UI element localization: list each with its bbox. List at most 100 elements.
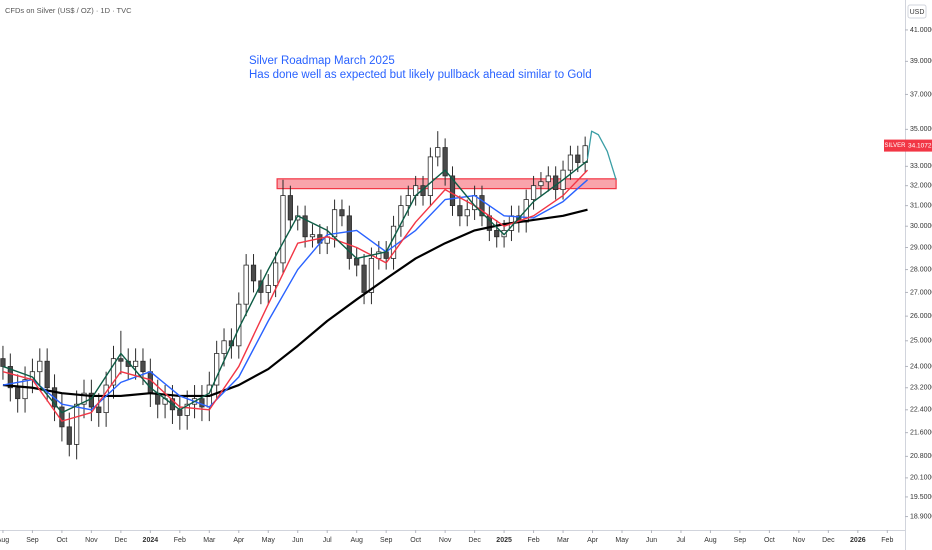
candle-body	[221, 340, 227, 354]
y-tick-label: 22.4000	[910, 407, 932, 414]
x-tick-label: Jun	[646, 537, 657, 544]
y-tick-label: 18.9000	[910, 513, 932, 520]
candle-body	[368, 258, 375, 293]
x-tick-label: Apr	[587, 537, 599, 544]
x-tick-label: Dec	[822, 537, 835, 544]
x-tick-label: May	[615, 537, 629, 544]
candle-body	[538, 181, 544, 187]
x-tick-label: Dec	[115, 537, 128, 544]
x-tick-label: Nov	[439, 537, 452, 544]
x-tick-label: Jun	[292, 537, 303, 544]
chart-title: CFDs on Silver (US$ / OZ) · 1D · TVC	[5, 6, 132, 15]
x-tick-label: Nov	[793, 537, 806, 544]
y-tick-label: 20.1000	[910, 475, 932, 482]
resistance-zone	[276, 178, 617, 190]
y-tick-label: 26.0000	[910, 313, 932, 320]
x-tick-label: Apr	[233, 537, 245, 544]
x-tick-label: Aug	[704, 537, 717, 544]
y-tick-label: 19.5000	[910, 494, 932, 501]
candle-body	[258, 280, 264, 293]
x-tick-label: Oct	[410, 537, 421, 544]
last-price-tag	[906, 139, 932, 152]
candle-body	[74, 403, 80, 445]
candle-body	[184, 403, 190, 416]
candle-body	[398, 205, 404, 227]
candle-body	[346, 215, 352, 259]
y-tick-label: 27.0000	[910, 289, 932, 296]
x-tick-label: Sep	[380, 537, 393, 544]
candle-body	[567, 154, 574, 171]
candle-body	[132, 360, 139, 367]
y-tick-label: 20.8000	[910, 453, 932, 460]
unit-box	[907, 4, 927, 19]
candle-body	[309, 234, 316, 238]
annotation: Silver Roadmap March 2025	[249, 55, 395, 67]
moving-average-line	[2, 169, 589, 422]
candle-body	[339, 209, 345, 217]
candle-body	[199, 398, 205, 408]
y-tick-label: 32.0000	[910, 183, 932, 190]
x-tick-label: May	[262, 537, 276, 544]
candle-body	[81, 392, 87, 405]
candle-body	[302, 215, 308, 238]
x-tick-label: Jul	[676, 537, 685, 544]
candle-body	[545, 175, 551, 183]
y-tick-label: 21.6000	[910, 429, 932, 436]
y-tick-label: 39.0000	[910, 58, 932, 65]
y-tick-label: 30.0000	[910, 223, 932, 230]
candle-body	[442, 147, 448, 177]
annotation: Has done well as expected but likely pul…	[249, 69, 592, 81]
x-tick-label: Feb	[528, 537, 540, 544]
candle-body	[147, 371, 153, 394]
x-tick-label: 2024	[143, 537, 159, 544]
candle-body	[494, 230, 500, 238]
y-tick-label: 29.0000	[910, 244, 932, 251]
y-tick-label: 24.0000	[910, 363, 932, 370]
last-price-name: SILVER	[885, 143, 907, 149]
candle-body	[118, 358, 124, 362]
x-tick-label: Sep	[734, 537, 747, 544]
candle-body	[530, 185, 537, 200]
x-tick-label: Mar	[203, 537, 216, 544]
candle-body	[44, 360, 50, 389]
plot-area	[0, 130, 617, 460]
candle-body	[214, 353, 220, 386]
candle-body	[280, 195, 286, 264]
candle-body	[37, 360, 43, 373]
candle-body	[0, 358, 6, 367]
candle-body	[22, 379, 28, 400]
candle-body	[243, 264, 249, 305]
x-tick-label: Feb	[881, 537, 893, 544]
candle-body	[501, 230, 507, 238]
x-tick-label: Dec	[468, 537, 481, 544]
candle-body	[479, 195, 485, 217]
candle-body	[110, 358, 117, 386]
y-tick-label: 37.0000	[910, 91, 932, 98]
y-tick-label: 23.2000	[910, 385, 932, 392]
candle-body	[66, 426, 72, 445]
x-tick-label: Jul	[323, 537, 332, 544]
y-tick-label: 33.0000	[910, 163, 932, 170]
last-price-name-tag	[884, 139, 906, 152]
candle-body	[405, 195, 411, 207]
candle-body	[449, 175, 456, 207]
x-tick-label: Sep	[26, 537, 39, 544]
y-tick-label: 25.0000	[910, 338, 932, 345]
moving-average-line	[2, 208, 588, 398]
x-tick-label: Aug	[0, 537, 9, 544]
candle-body	[582, 145, 588, 163]
y-tick-label: 35.0000	[910, 126, 932, 133]
y-axis-label: USD	[910, 9, 925, 16]
x-tick-label: 2025	[496, 537, 512, 544]
candle-body	[7, 366, 13, 389]
x-tick-label: Aug	[350, 537, 363, 544]
candle-body	[457, 205, 463, 217]
x-tick-label: 2026	[850, 537, 866, 544]
candle-body	[435, 147, 441, 158]
y-tick-label: 31.0000	[910, 202, 932, 209]
candle-body	[15, 387, 21, 400]
candle-body	[553, 175, 559, 191]
moving-average-line	[2, 160, 588, 414]
